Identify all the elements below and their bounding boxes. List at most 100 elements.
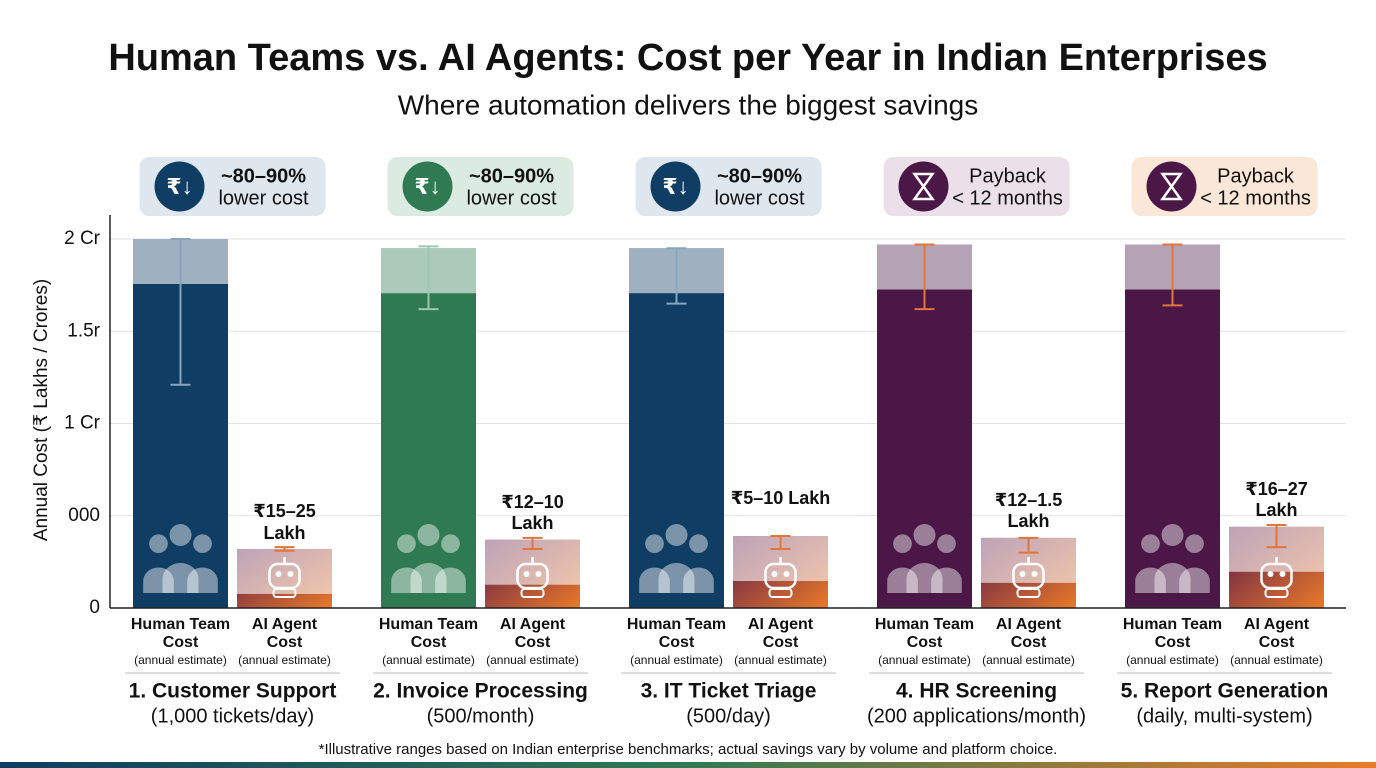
people-icon [887, 567, 918, 593]
badge-icon [402, 161, 453, 212]
people-icon [441, 534, 460, 554]
robot-icon [1279, 571, 1286, 577]
badge-icon [650, 161, 701, 212]
people-icon [143, 567, 174, 593]
people-icon [683, 567, 714, 593]
badge-icon [154, 161, 205, 212]
people-icon [397, 534, 416, 554]
bar-sublabel: (annual estimate) [734, 653, 827, 667]
chart-subtitle: Where automation delivers the biggest sa… [398, 89, 979, 120]
bar-sublabel: (annual estimate) [878, 653, 971, 667]
people-icon [893, 534, 912, 554]
badge-line2: lower cost [218, 187, 308, 209]
range-label: ₹5–10 Lakh [730, 488, 831, 509]
people-icon [391, 567, 422, 593]
badge-line1: Payback [1217, 165, 1295, 187]
bar-label: AI Agent Cost [499, 616, 566, 651]
badge-line2: < 12 months [952, 187, 1063, 209]
category-note: (daily, multi-system) [1136, 705, 1312, 727]
bar-sublabel: (annual estimate) [630, 653, 723, 667]
people-icon [913, 524, 936, 546]
bottom-strip [0, 762, 1376, 768]
category-label: 4. HR Screening [896, 680, 1057, 703]
bar-label: Human Team Cost [626, 616, 727, 651]
people-icon [1141, 534, 1160, 554]
robot-icon [1031, 571, 1038, 577]
category-label: 1. Customer Support [129, 680, 337, 703]
badge-line1: Payback [969, 165, 1047, 187]
people-icon [410, 563, 447, 593]
category-note: (500/day) [686, 705, 771, 727]
bar-sublabel: (annual estimate) [486, 653, 579, 667]
people-icon [187, 567, 218, 593]
badge-icon-text: ₹↓ [166, 174, 192, 199]
people-icon [639, 567, 670, 593]
y-axis-label: Annual Cost (₹ Lakhs / Crores) [31, 279, 52, 541]
people-icon [1154, 563, 1191, 593]
bar-label: Human Team Cost [1122, 616, 1223, 651]
hourglass-icon [912, 172, 935, 201]
badge-line2: lower cost [466, 187, 556, 209]
robot-icon [520, 588, 545, 598]
footnote: *Illustrative ranges based on Indian ent… [319, 741, 1058, 758]
robot-icon [272, 588, 297, 598]
range-label: ₹15–25 Lakh [253, 500, 316, 543]
category-note: (200 applications/month) [867, 705, 1086, 727]
y-tick-label: 2 Cr [64, 228, 101, 249]
badge-line1: ~80–90% [221, 165, 306, 187]
robot-icon [783, 571, 790, 577]
chart-title: Human Teams vs. AI Agents: Cost per Year… [108, 37, 1267, 79]
range-label: ₹16–27 Lakh [1245, 478, 1308, 521]
bar-sublabel: (annual estimate) [238, 653, 331, 667]
bar-fade [237, 548, 332, 594]
robot-icon [771, 571, 778, 577]
robot-icon [1267, 571, 1274, 577]
bar-label: Human Team Cost [378, 616, 479, 651]
y-tick-label: 1.5r [67, 320, 100, 341]
bar-label: AI Agent Cost [747, 616, 814, 651]
robot-icon [1019, 571, 1026, 577]
robot-icon [523, 571, 530, 577]
hourglass-icon [1160, 172, 1183, 201]
bar-label: AI Agent Cost [995, 616, 1062, 651]
people-icon [169, 524, 192, 546]
range-label: ₹12–10 Lakh [501, 491, 564, 534]
people-icon [1185, 534, 1204, 554]
people-icon [689, 534, 708, 554]
badge-line1: ~80–90% [469, 165, 554, 187]
people-icon [193, 534, 212, 554]
category-note: (500/month) [427, 705, 535, 727]
robot-icon [1016, 588, 1041, 598]
badge-line1: ~80–90% [717, 165, 802, 187]
people-icon [645, 534, 664, 554]
bar-label: Human Team Cost [874, 616, 975, 651]
bar-label: AI Agent Cost [1243, 616, 1310, 651]
bar-label: AI Agent Cost [251, 616, 318, 651]
bar-label: Human Team Cost [130, 616, 231, 651]
people-icon [665, 524, 688, 546]
people-icon [937, 534, 956, 554]
badge-line2: lower cost [714, 187, 804, 209]
people-icon [1161, 524, 1184, 546]
category-label: 2. Invoice Processing [373, 680, 588, 703]
people-icon [906, 563, 943, 593]
people-icon [417, 524, 440, 546]
badge-icon-text: ₹↓ [414, 174, 440, 199]
y-tick-label: 0 [89, 597, 100, 618]
bar-sublabel: (annual estimate) [382, 653, 475, 667]
robot-icon [275, 571, 282, 577]
category-label: 5. Report Generation [1121, 680, 1329, 703]
bar-sublabel: (annual estimate) [134, 653, 227, 667]
category-note: (1,000 tickets/day) [151, 705, 314, 727]
people-icon [149, 534, 168, 554]
people-icon [931, 567, 962, 593]
bar-sublabel: (annual estimate) [1230, 653, 1323, 667]
badge-line2: < 12 months [1200, 187, 1311, 209]
robot-icon [1264, 588, 1289, 598]
robot-icon [287, 571, 294, 577]
robot-icon [535, 571, 542, 577]
people-icon [1135, 567, 1166, 593]
people-icon [162, 563, 199, 593]
